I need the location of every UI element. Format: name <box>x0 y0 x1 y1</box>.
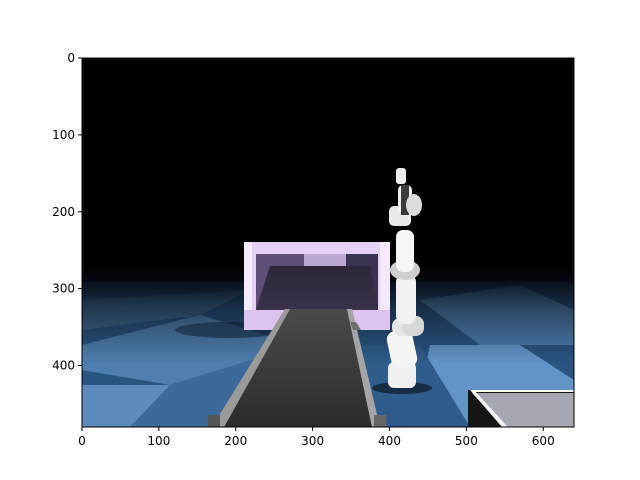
x-tick-label: 0 <box>78 434 86 448</box>
conveyor-belt <box>208 309 386 427</box>
y-tick-label: 200 <box>52 205 75 219</box>
y-axis: 0 100 200 300 400 <box>52 51 82 373</box>
y-tick-label: 300 <box>52 282 75 296</box>
robot-arm <box>372 168 432 394</box>
y-tick-label: 0 <box>67 51 75 65</box>
x-tick-label: 100 <box>147 434 170 448</box>
x-tick-label: 300 <box>301 434 324 448</box>
x-tick-label: 600 <box>532 434 555 448</box>
x-tick-label: 400 <box>378 434 401 448</box>
x-axis: 0 100 200 300 400 500 600 <box>78 427 555 448</box>
gray-table <box>468 390 574 427</box>
y-tick-label: 400 <box>52 359 75 373</box>
y-tick-label: 100 <box>52 128 75 142</box>
lilac-bin <box>244 242 390 330</box>
axes-frame <box>81 57 575 428</box>
x-tick-label: 500 <box>455 434 478 448</box>
rendered-scene <box>82 58 574 427</box>
x-tick-label: 200 <box>224 434 247 448</box>
